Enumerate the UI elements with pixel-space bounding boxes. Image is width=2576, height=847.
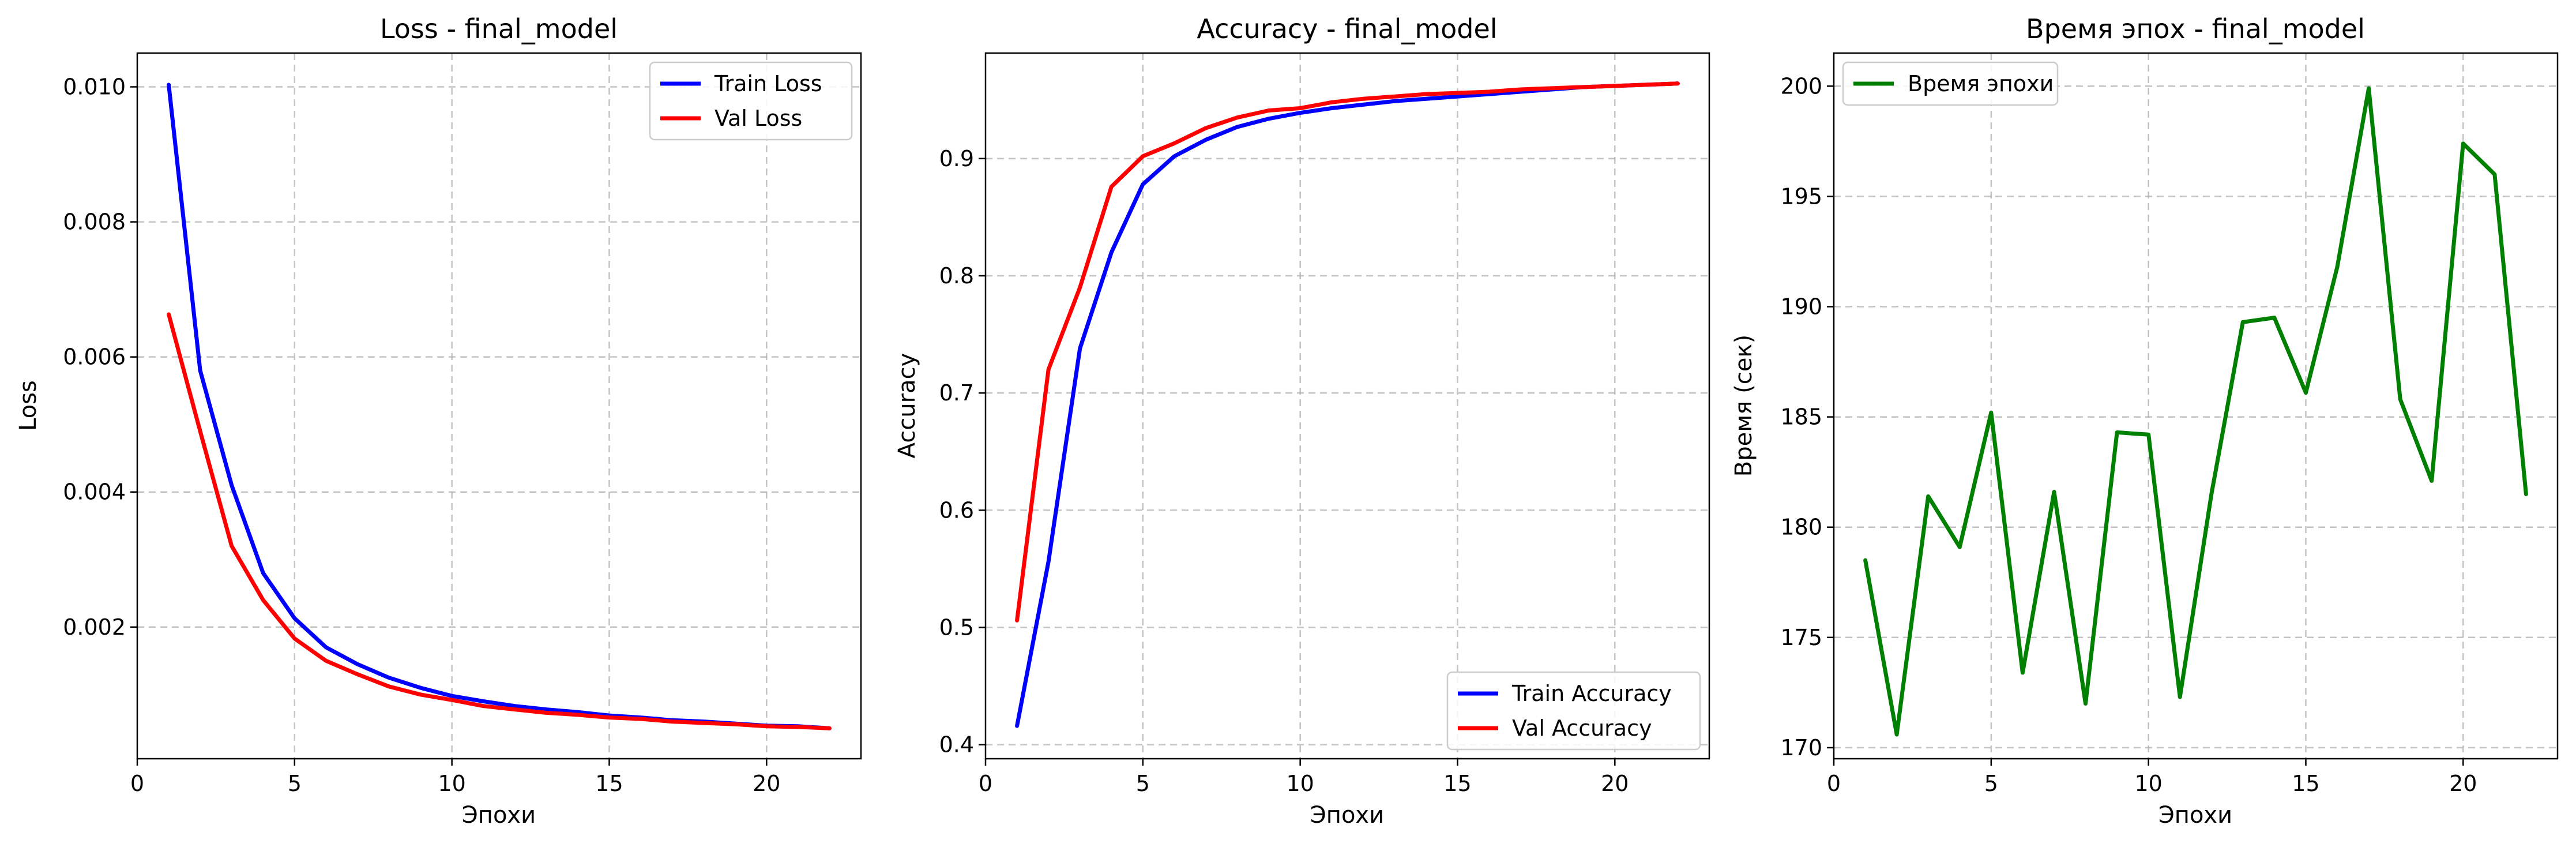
epoch-time-x-tick-label: 5 bbox=[1984, 771, 1998, 796]
epoch-time-series-line-0 bbox=[1863, 86, 2528, 737]
epoch-time-plot-frame bbox=[1833, 52, 2559, 760]
loss-y-tick-label: 0.004 bbox=[63, 479, 126, 505]
loss-legend-label-1: Val Loss bbox=[714, 106, 802, 131]
epoch-time-y-tick-label: 195 bbox=[1780, 183, 1822, 209]
accuracy-chart-title: Accuracy - final_model bbox=[1197, 13, 1497, 44]
epoch-time-y-tick-label: 185 bbox=[1780, 404, 1822, 430]
loss-y-tick-label: 0.008 bbox=[63, 209, 126, 235]
epoch-time-y-tick-label: 200 bbox=[1780, 73, 1822, 99]
accuracy-y-tick-label: 0.7 bbox=[939, 380, 974, 406]
loss-y-tick-label: 0.010 bbox=[63, 74, 126, 100]
loss-y-tick-label: 0.006 bbox=[63, 344, 126, 370]
loss-plot-frame bbox=[136, 52, 862, 760]
epoch-time-legend-label-0: Время эпохи bbox=[1908, 71, 2054, 96]
epoch-time-grid bbox=[1834, 53, 2558, 759]
epoch-time-legend-frame bbox=[1842, 61, 2059, 106]
epoch-time-y-tick-label: 180 bbox=[1780, 515, 1822, 540]
epoch-time-x-tick-label: 20 bbox=[2449, 771, 2477, 796]
accuracy-panel: Accuracy - final_model Эпохи Accuracy 0 5… bbox=[894, 13, 1710, 829]
epoch-time-x-axis-label: Эпохи bbox=[2158, 802, 2232, 829]
loss-legend: Train Loss Val Loss bbox=[649, 61, 853, 141]
epoch-time-y-tick-label: 170 bbox=[1780, 735, 1822, 760]
loss-legend-label-0: Train Loss bbox=[714, 71, 822, 96]
epoch-time-y-tick-label: 175 bbox=[1780, 625, 1822, 650]
accuracy-y-tick-label: 0.6 bbox=[939, 497, 974, 523]
accuracy-x-tick-label: 10 bbox=[1286, 771, 1314, 796]
accuracy-legend-label-0: Train Accuracy bbox=[1511, 681, 1672, 706]
epoch-time-y-axis-label: Время (сек) bbox=[1731, 335, 1757, 477]
epoch-time-x-tick-label: 0 bbox=[1827, 771, 1841, 796]
epoch-time-legend: Время эпохи bbox=[1842, 61, 2059, 106]
loss-x-tick-label: 5 bbox=[288, 771, 302, 796]
accuracy-y-tick-label: 0.9 bbox=[939, 146, 974, 171]
accuracy-x-tick-label: 20 bbox=[1601, 771, 1629, 796]
accuracy-legend: Train Accuracy Val Accuracy bbox=[1446, 671, 1701, 751]
accuracy-y-tick-label: 0.5 bbox=[939, 614, 974, 640]
epoch-time-y-tick-label: 190 bbox=[1780, 294, 1822, 320]
accuracy-legend-frame bbox=[1446, 671, 1701, 751]
loss-x-tick-label: 0 bbox=[130, 771, 144, 796]
loss-x-axis-label: Эпохи bbox=[462, 802, 536, 829]
accuracy-y-axis-label: Accuracy bbox=[894, 353, 920, 459]
loss-x-tick-label: 20 bbox=[753, 771, 780, 796]
loss-x-tick-label: 15 bbox=[595, 771, 623, 796]
accuracy-x-axis-label: Эпохи bbox=[1310, 802, 1384, 829]
epoch-time-x-tick-label: 15 bbox=[2292, 771, 2319, 796]
accuracy-x-tick-label: 15 bbox=[1443, 771, 1471, 796]
epoch-time-x-tick-label: 10 bbox=[2134, 771, 2162, 796]
loss-panel: Loss - final_model Эпохи Loss 0 5 10 15 20 0.… bbox=[15, 13, 862, 829]
accuracy-series-line-1 bbox=[1015, 81, 1680, 623]
accuracy-x-tick-label: 0 bbox=[979, 771, 992, 796]
loss-y-axis-label: Loss bbox=[15, 380, 42, 431]
accuracy-x-tick-label: 5 bbox=[1136, 771, 1150, 796]
loss-series-line-1 bbox=[167, 312, 832, 730]
accuracy-y-tick-label: 0.4 bbox=[939, 732, 974, 758]
loss-x-tick-label: 10 bbox=[438, 771, 465, 796]
loss-y-tick-label: 0.002 bbox=[63, 614, 126, 640]
accuracy-y-tick-label: 0.8 bbox=[939, 263, 974, 288]
epoch-time-chart-title: Время эпох - final_model bbox=[2026, 13, 2365, 44]
loss-chart-title: Loss - final_model bbox=[380, 13, 618, 44]
accuracy-plot-frame bbox=[984, 52, 1710, 760]
epoch-time-panel: Время эпох - final_model Эпохи Время (се… bbox=[1731, 13, 2559, 829]
accuracy-legend-label-1: Val Accuracy bbox=[1512, 715, 1652, 741]
